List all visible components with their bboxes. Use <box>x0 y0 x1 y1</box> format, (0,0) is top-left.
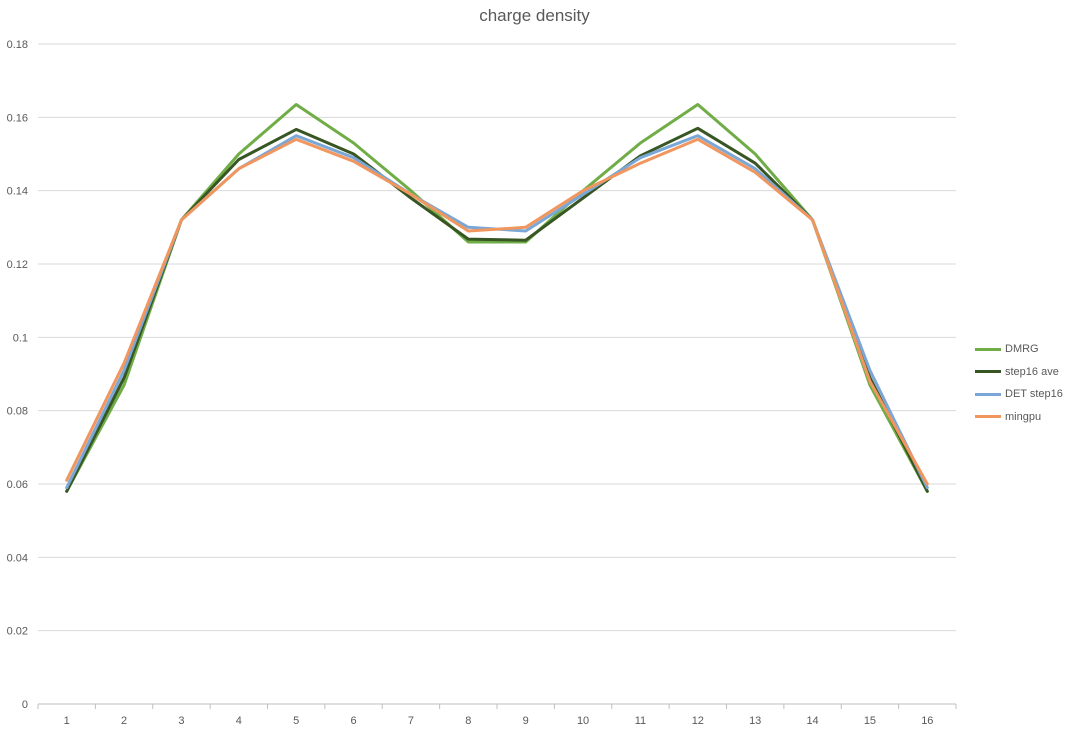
legend-label: step16 ave <box>1005 365 1059 378</box>
y-tick-label: 0.16 <box>7 112 28 124</box>
legend-swatch <box>975 347 1001 351</box>
y-tick-label: 0 <box>22 699 28 711</box>
legend-item: DET step16 <box>975 383 1063 406</box>
y-tick-label: 0.14 <box>7 186 28 198</box>
y-tick-label: 0.12 <box>7 259 28 271</box>
x-tick-label: 15 <box>864 715 876 727</box>
y-tick-label: 0.02 <box>7 626 28 638</box>
series-line-mingpu <box>65 137 929 486</box>
y-tick-label: 0.08 <box>7 406 28 418</box>
x-tick-label: 3 <box>178 715 184 727</box>
series-line-dmrg <box>65 103 929 493</box>
series-line-det-step16 <box>65 134 929 490</box>
x-tick-label: 4 <box>236 715 242 727</box>
legend-swatch <box>975 370 1001 374</box>
x-tick-label: 13 <box>749 715 761 727</box>
x-tick-label: 2 <box>121 715 127 727</box>
y-tick-label: 0.1 <box>13 332 28 344</box>
y-tick-label: 0.04 <box>7 552 28 564</box>
x-tick-label: 1 <box>64 715 70 727</box>
x-tick-label: 12 <box>692 715 704 727</box>
x-tick-label: 16 <box>921 715 933 727</box>
x-tick-label: 9 <box>523 715 529 727</box>
legend-label: mingpu <box>1005 410 1042 423</box>
x-tick-label: 8 <box>465 715 471 727</box>
y-tick-label: 0.06 <box>7 479 28 491</box>
x-tick-label: 7 <box>408 715 414 727</box>
series-line-step16-ave <box>65 126 929 493</box>
x-tick-label: 6 <box>351 715 357 727</box>
x-tick-label: 5 <box>293 715 299 727</box>
chart-title: charge density <box>479 6 590 25</box>
legend-item: mingpu <box>975 406 1063 429</box>
x-tick-label: 14 <box>806 715 818 727</box>
legend-swatch <box>975 415 1001 419</box>
legend: DMRG step16 ave DET step16 mingpu <box>975 338 1063 428</box>
legend-item: DMRG <box>975 338 1063 361</box>
legend-label: DET step16 <box>1005 388 1063 401</box>
legend-swatch <box>975 392 1001 396</box>
x-tick-label: 10 <box>577 715 589 727</box>
y-tick-label: 0.18 <box>7 39 28 51</box>
legend-item: step16 ave <box>975 361 1063 384</box>
x-tick-label: 11 <box>635 715 646 727</box>
legend-label: DMRG <box>1005 343 1039 356</box>
